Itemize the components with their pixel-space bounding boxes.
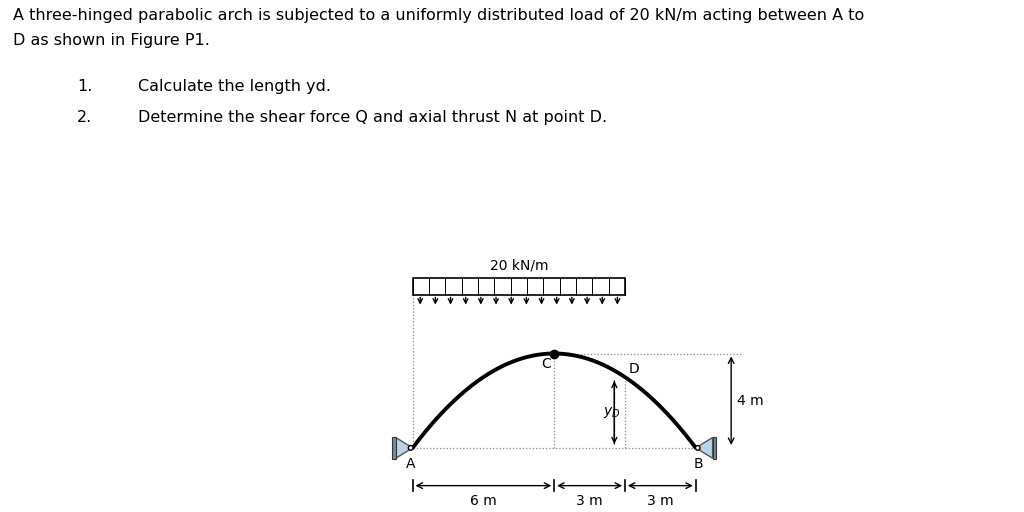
Bar — [392, 437, 395, 459]
Text: 6 m: 6 m — [470, 494, 497, 508]
Bar — [413, 278, 625, 294]
Text: A: A — [406, 457, 415, 471]
Text: 4 m: 4 m — [737, 394, 764, 408]
Text: B: B — [693, 457, 702, 471]
Text: $y_D$: $y_D$ — [603, 405, 621, 420]
Text: D as shown in Figure P1.: D as shown in Figure P1. — [13, 33, 210, 48]
Polygon shape — [695, 438, 713, 458]
Text: A three-hinged parabolic arch is subjected to a uniformly distributed load of 20: A three-hinged parabolic arch is subject… — [13, 8, 864, 23]
Bar — [713, 437, 716, 459]
Text: 2.: 2. — [77, 110, 92, 125]
Circle shape — [409, 445, 413, 450]
Polygon shape — [395, 438, 413, 458]
Text: 3 m: 3 m — [647, 494, 674, 508]
Text: 3 m: 3 m — [577, 494, 603, 508]
Text: D: D — [629, 362, 639, 376]
Text: 1.: 1. — [77, 79, 92, 94]
Circle shape — [695, 445, 700, 450]
Text: Determine the shear force Q and axial thrust N at point D.: Determine the shear force Q and axial th… — [138, 110, 607, 125]
Text: Calculate the length yd.: Calculate the length yd. — [138, 79, 331, 94]
Text: C: C — [541, 357, 551, 371]
Text: 20 kN/m: 20 kN/m — [489, 258, 548, 272]
